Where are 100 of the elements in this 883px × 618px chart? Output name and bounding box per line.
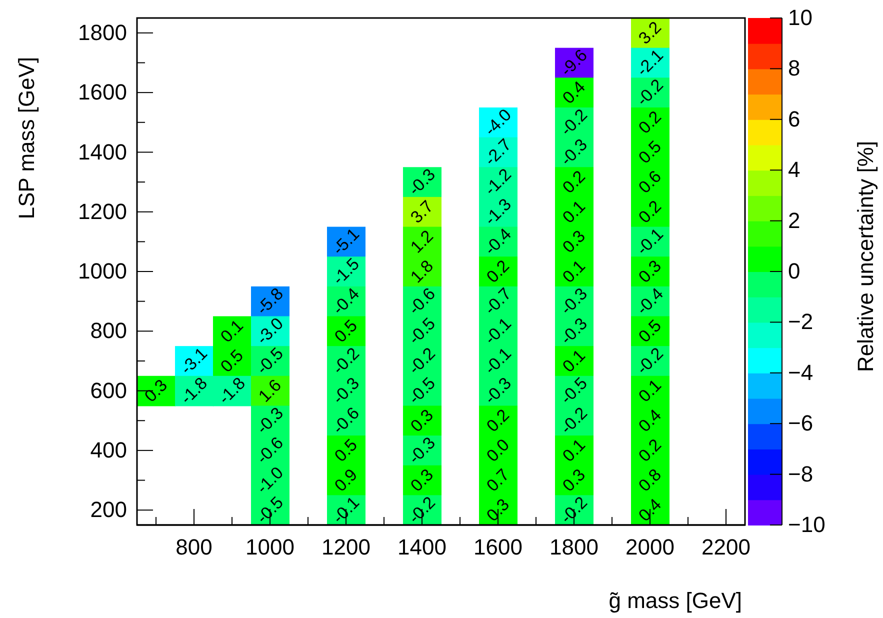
data-label: -0.5 [404, 374, 440, 408]
data-label: -0.3 [556, 314, 592, 348]
data-label: -5.1 [328, 224, 364, 259]
data-label: -0.2 [632, 344, 668, 378]
data-label: 0.5 [634, 316, 666, 346]
data-label: -1.8 [176, 374, 212, 408]
data-label: 3.2 [634, 18, 666, 48]
data-label: 0.2 [634, 107, 666, 138]
data-label: -1.3 [480, 194, 516, 229]
data-label: 0.2 [482, 406, 514, 436]
color-bar-label: 4 [788, 157, 800, 182]
color-bar-label: 8 [788, 56, 800, 81]
color-bar-label: 0 [788, 258, 800, 284]
data-label: 0.3 [406, 406, 438, 436]
y-tick-label: 1400 [78, 139, 127, 164]
data-label: 0.1 [558, 346, 590, 376]
data-label: 0.4 [634, 406, 666, 436]
data-label: -0.2 [556, 493, 592, 528]
data-label: -0.4 [632, 284, 668, 318]
data-label: -0.6 [328, 404, 364, 438]
data-label: -0.2 [632, 75, 668, 110]
data-label: -5.8 [252, 284, 288, 318]
data-label: 0.1 [558, 196, 590, 227]
color-bar-label: 6 [788, 106, 800, 132]
data-label: 0.9 [330, 465, 362, 496]
data-label: -0.1 [632, 224, 668, 259]
y-tick-label: 600 [90, 378, 127, 403]
data-label: -1.8 [214, 374, 250, 408]
x-tick-label: 2200 [702, 534, 750, 560]
data-label: -1.2 [480, 164, 516, 200]
data-label: 0.1 [216, 316, 248, 346]
color-bar-label: −10 [788, 512, 826, 538]
data-label: -0.5 [252, 344, 288, 378]
data-label: -0.7 [480, 284, 516, 318]
x-tick-label: 1400 [398, 534, 446, 560]
data-label: -0.6 [404, 284, 440, 318]
y-tick-label: 1200 [78, 198, 127, 224]
y-tick-label: 800 [90, 318, 127, 344]
data-label: -0.1 [480, 344, 516, 378]
data-label: -4.0 [480, 105, 516, 140]
x-tick-label: 2000 [626, 534, 674, 560]
data-label: 0.5 [330, 316, 362, 346]
data-label: -0.4 [480, 224, 516, 259]
data-label: 0.1 [558, 256, 590, 287]
color-bar-label: −2 [788, 309, 814, 334]
data-label: 0.3 [406, 465, 438, 496]
x-tick-label: 800 [176, 534, 212, 560]
data-label: -0.2 [404, 493, 440, 528]
color-bar-title: Relative uncertainty [%] [853, 140, 878, 372]
data-label: -0.5 [252, 493, 288, 528]
x-tick-label: 1000 [246, 534, 294, 560]
data-label: -0.3 [328, 374, 364, 408]
data-label: 1.6 [254, 376, 286, 406]
data-label: 0.0 [482, 435, 514, 466]
y-axis-title: LSP mass [GeV] [14, 56, 39, 220]
y-tick-label: 200 [90, 497, 127, 522]
data-label: 0.5 [216, 346, 248, 376]
data-label: 0.2 [558, 166, 590, 198]
data-label: -2.7 [480, 135, 516, 170]
data-label: 0.2 [634, 196, 666, 227]
data-label: -0.3 [556, 284, 592, 318]
data-label: -3.1 [176, 344, 212, 378]
data-label: -0.3 [404, 433, 440, 468]
color-bar-label: −6 [788, 410, 814, 436]
data-label: -1.5 [328, 254, 364, 289]
data-label: -0.2 [556, 404, 592, 438]
data-label: 0.4 [634, 495, 666, 526]
data-label: -0.5 [404, 314, 440, 348]
data-label: 1.2 [406, 226, 438, 257]
data-label: 0.2 [482, 256, 514, 287]
data-label: 1.8 [406, 256, 438, 287]
y-tick-label: 1800 [78, 20, 127, 45]
y-tick-label: 400 [90, 437, 127, 462]
color-bar-label: −8 [788, 461, 814, 486]
data-label: -0.1 [480, 314, 516, 348]
data-label: 0.6 [634, 166, 666, 198]
data-label: -9.6 [556, 46, 592, 80]
color-bar-label: 10 [788, 5, 812, 30]
data-label: -0.3 [480, 374, 516, 408]
x-tick-label: 1600 [474, 534, 522, 560]
data-label: 0.3 [482, 495, 514, 526]
data-label: -0.3 [252, 404, 288, 438]
data-label: 0.5 [634, 137, 666, 168]
data-label: -0.3 [556, 135, 592, 170]
data-label: -0.5 [556, 374, 592, 408]
data-label: 0.8 [634, 465, 666, 496]
data-label: 0.3 [558, 465, 590, 496]
data-label: 0.4 [558, 77, 590, 108]
x-axis-title: g̃ mass [GeV] [608, 588, 742, 613]
x-tick-label: 1200 [322, 534, 370, 560]
data-label: -1.0 [252, 463, 288, 498]
data-label: -3.0 [252, 314, 288, 348]
data-label: 0.3 [634, 256, 666, 287]
data-label: 3.7 [406, 196, 438, 227]
data-label: 0.3 [140, 376, 172, 406]
y-tick-label: 1000 [78, 258, 127, 284]
data-label: 0.1 [558, 435, 590, 466]
data-label: 0.7 [482, 465, 514, 496]
data-label: 0.1 [634, 376, 666, 406]
data-label: -0.4 [328, 284, 364, 318]
